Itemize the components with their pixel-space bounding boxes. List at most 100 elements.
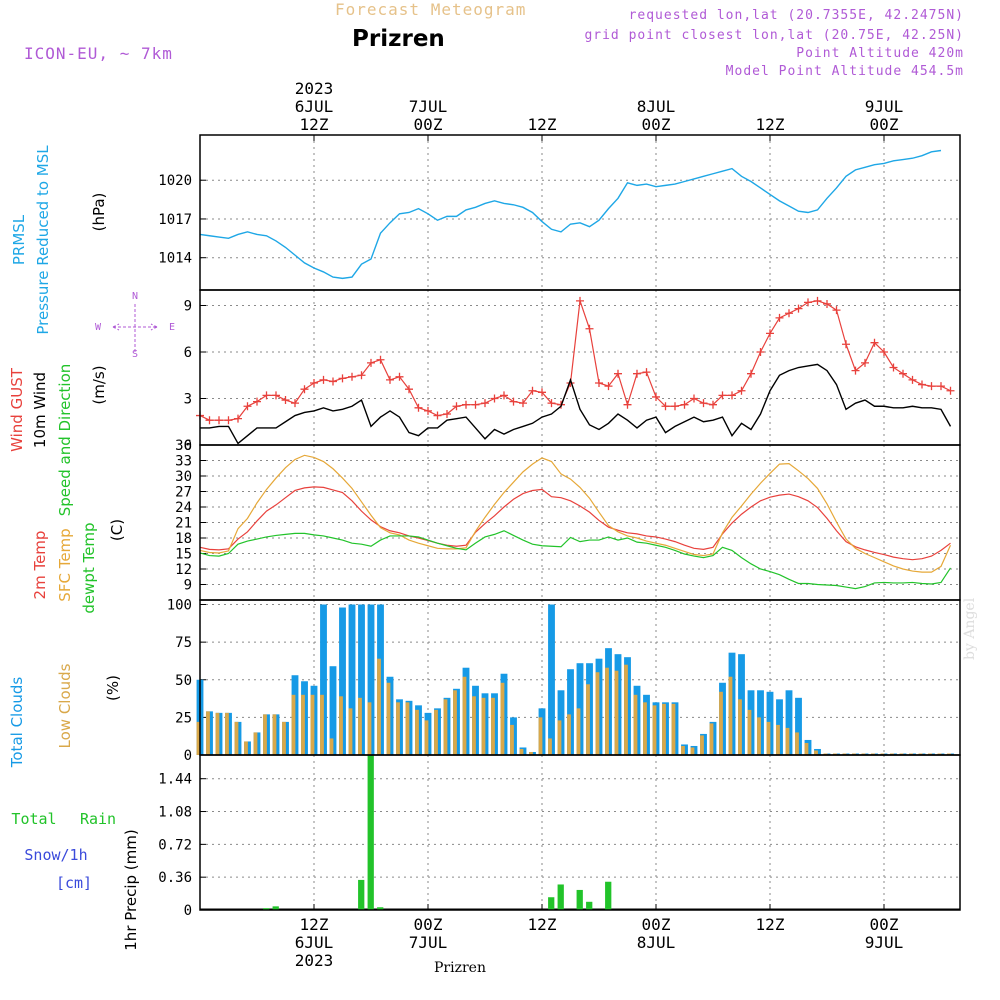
location-title: Prizren [352,26,445,52]
low-cloud-bar [272,714,277,755]
low-cloud-bar [795,732,799,755]
gust-marker [899,369,907,378]
low-cloud-bar [301,694,305,755]
low-cloud-bar [320,694,324,755]
low-cloud-bar [643,702,647,755]
gust-marker [794,304,803,313]
gust-marker [348,372,356,381]
time-label-bottom: 9JUL [865,933,904,952]
low-cloud-bar [576,708,581,755]
temp-unit-label: (C) [108,519,126,541]
low-cloud-bar [386,682,391,755]
temp-2m-line [199,486,951,561]
gust-marker [386,375,394,384]
gust-marker [604,382,613,391]
low-cloud-bar [586,684,590,755]
low-cloud-bar [557,720,562,755]
low-cloud-bar [263,714,267,755]
gust-marker [215,416,223,425]
total-cloud-bar [358,604,365,755]
ytick-label: 18 [175,531,192,547]
gust-marker [709,400,717,409]
wind-direction-label: Speed and Direction [56,364,74,517]
temp-sfc-line [199,454,952,573]
time-label-bottom: 00Z [642,915,671,934]
ytick-label: 1020 [158,173,192,189]
pressure-line [199,149,942,280]
time-label-top: 12Z [528,115,557,134]
low-cloud-bar [253,732,258,755]
gust-marker [908,375,917,384]
low-cloud-bar [880,753,885,755]
pressure-label-2: Pressure Reduced to MSL [34,145,52,335]
gust-marker [338,374,347,383]
compass-s: S [132,349,138,360]
time-label-top: 12Z [756,115,785,134]
time-label-bottom: 8JUL [637,933,676,952]
ytick-label: 0.72 [158,837,192,853]
ytick-label: 0 [184,438,192,454]
ytick-label: 3 [184,392,192,408]
low-cloud-bar [747,709,752,755]
ytick-label: 6 [184,345,192,361]
rain-bar [367,755,374,910]
gust-marker [443,410,451,418]
rain-bar [272,906,279,910]
low-cloud-bar [196,721,201,755]
pressure-unit-label: (hPa) [90,193,108,232]
gust-marker [576,296,584,305]
low-cloud-bar [766,721,771,755]
time-label-bottom: 7JUL [409,933,448,952]
time-label-top: 9JUL [865,97,904,116]
gust-marker [481,399,489,408]
gust-marker [699,399,708,408]
temp-2m-label: 2m Temp [31,531,49,600]
requested-coords: requested lon,lat (20.7355E, 42.2475N) [628,8,964,23]
low-cloud-bar [244,741,248,755]
time-label-top: 8JUL [637,97,676,116]
gust-marker [832,306,841,315]
gust-marker [405,385,413,394]
low-cloud-bar [491,697,495,755]
precip-unit-label: 1hr Precip (mm) [122,829,140,950]
rain-bar [263,908,270,910]
low-cloud-bar [567,714,571,755]
ytick-label: 24 [175,500,192,516]
gust-marker [462,400,470,409]
low-cloud-bar [814,750,818,755]
time-label-bottom: 12Z [756,915,785,934]
time-label-bottom: 2023 [295,951,334,970]
wind-speed-line [200,363,952,445]
ytick-label: 15 [175,547,192,563]
total-rain-label: Total [11,810,56,828]
compass-w: W [95,322,102,333]
ytick-label: 33 [175,454,192,470]
gust-marker [291,399,299,408]
low-cloud-bar [947,753,951,755]
gust-marker [253,397,261,406]
time-label-bottom: 00Z [414,915,443,934]
gust-label: Wind GUST [8,367,26,452]
low-cloud-bar [757,717,761,755]
gust-marker [680,400,689,409]
low-cloud-bar [671,703,676,755]
time-label-top: 00Z [642,115,671,134]
gust-marker [633,369,641,378]
gust-marker [642,368,651,377]
low-cloud-bar [928,753,932,755]
ytick-label: 1.08 [158,805,192,821]
ytick-label: 50 [175,673,192,689]
ytick-label: 12 [175,562,192,578]
total-cloud-bar [367,604,375,755]
grid-point-coords: grid point closest lon,lat (20.75E, 42.2… [584,28,964,43]
dewpoint-line [199,530,952,590]
low-cloud-bar [396,702,400,755]
gust-marker [756,348,765,356]
gust-marker [262,391,271,400]
gust-line [199,300,951,421]
total-cloud-bar [795,697,802,755]
low-cloud-label: Low Clouds [56,663,74,748]
wind-label: 10m Wind [31,372,49,448]
gust-marker [234,414,242,423]
